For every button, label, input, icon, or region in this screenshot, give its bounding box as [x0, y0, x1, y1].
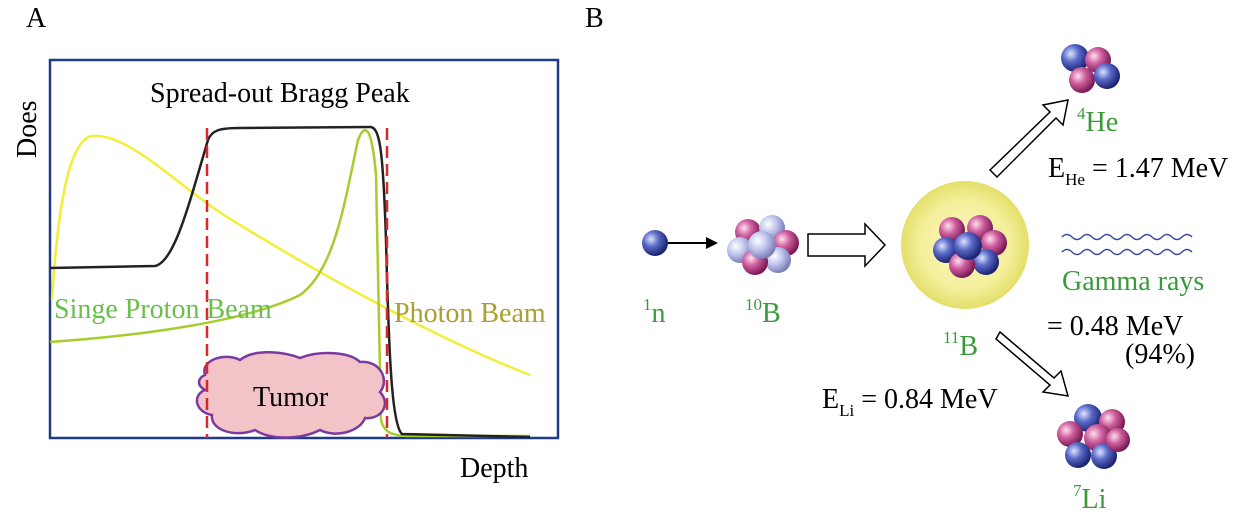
symbol: He: [1086, 107, 1119, 138]
mass-number: 1: [643, 295, 652, 314]
subscript: Li: [839, 401, 854, 420]
photon-curve: [50, 134, 531, 377]
gamma-branch: (94%): [1125, 339, 1195, 370]
hollow-arrow: [807, 222, 887, 268]
symbol: n: [652, 298, 666, 329]
lithium-label: 7Li: [1073, 481, 1107, 515]
boron10-nucleus: [727, 215, 799, 275]
proton-curve: [49, 128, 530, 438]
tumor-label: Tumor: [253, 382, 329, 413]
plot-frame: [48, 58, 560, 440]
symbol: B: [762, 298, 781, 329]
neutron-label: 1n: [643, 295, 666, 329]
boron10-label: 10B: [745, 295, 781, 329]
gamma-wave: [1061, 233, 1193, 241]
panel-label: B: [585, 3, 604, 34]
helium-label: 4He: [1077, 104, 1118, 138]
boron11-nucleus: [933, 215, 1007, 278]
sobp-title: Spread-out Bragg Peak: [150, 78, 410, 109]
gamma-wave: [1061, 248, 1193, 256]
hollow-arrow: [995, 330, 1070, 397]
arrowhead: [706, 237, 718, 249]
mass-number: 4: [1077, 104, 1086, 123]
gamma-energy: = 0.48 MeV: [1047, 311, 1183, 342]
hollow-arrow: [988, 99, 1069, 179]
lithium-nucleus: [1057, 404, 1130, 469]
y-axis-label: Does: [12, 100, 43, 158]
energy-value: = 1.47 MeV: [1085, 153, 1228, 184]
tumor-shape: [195, 351, 387, 439]
energy-value: = 0.84 MeV: [854, 384, 997, 415]
symbol: B: [959, 331, 978, 362]
lithium-energy: ELi = 0.84 MeV: [822, 384, 998, 420]
neutron: [642, 230, 668, 256]
helium-nucleus: [1061, 44, 1120, 93]
proton-label: Singe Proton Beam: [54, 294, 272, 325]
mass-number: 7: [1073, 481, 1082, 500]
symbol: E: [1048, 153, 1065, 184]
subscript: He: [1065, 170, 1085, 189]
mass-number: 11: [943, 328, 959, 347]
x-axis-label: Depth: [460, 453, 528, 484]
symbol: Li: [1082, 484, 1107, 515]
mass-number: 10: [745, 295, 762, 314]
sobp-curve: [49, 125, 531, 439]
photon-label: Photon Beam: [394, 298, 546, 329]
helium-energy: EHe = 1.47 MeV: [1048, 153, 1228, 189]
symbol: E: [822, 384, 839, 415]
gamma-label: Gamma rays: [1062, 266, 1204, 297]
boron11-label: 11B: [943, 328, 978, 362]
panel-label: A: [26, 3, 47, 34]
